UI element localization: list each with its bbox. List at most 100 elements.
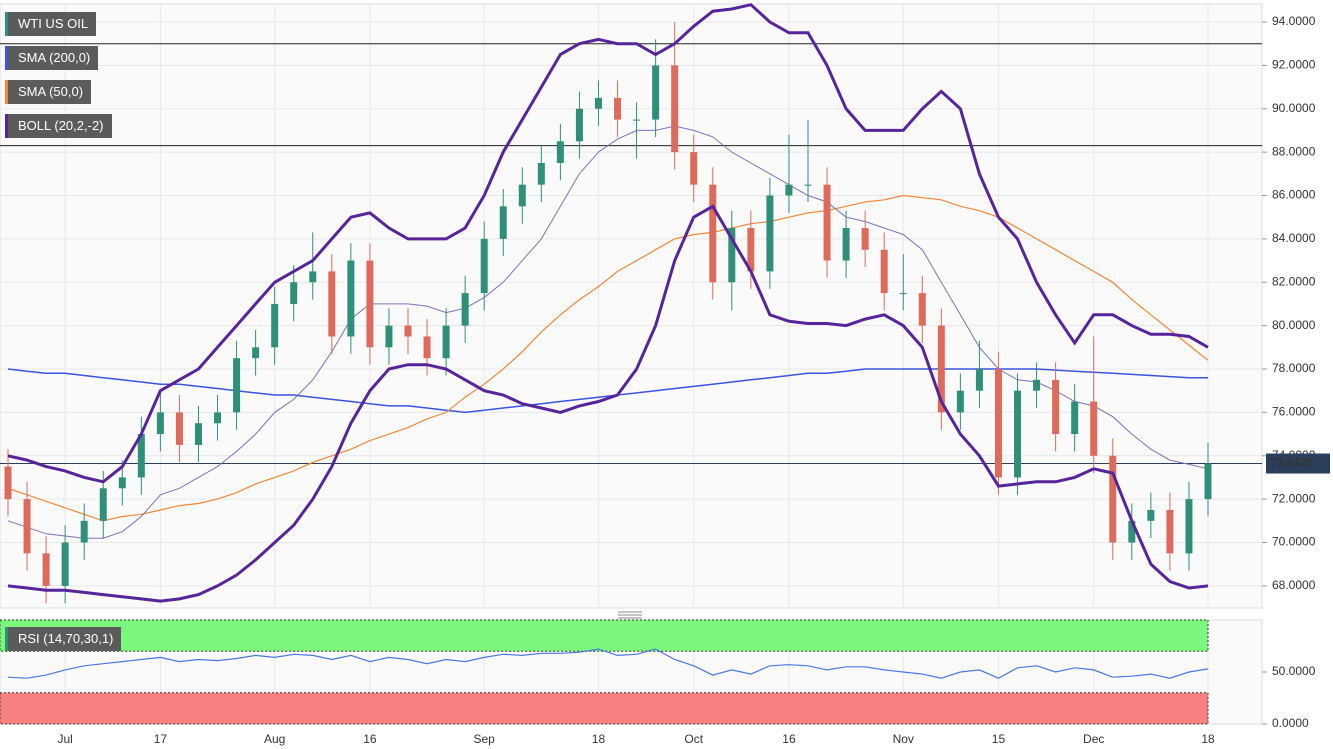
- candle-body: [575, 108, 583, 142]
- candle-body: [80, 520, 88, 543]
- sma50-line: [7, 194, 1209, 522]
- y-tick-label: 0.0000: [1272, 716, 1309, 730]
- candle-body: [99, 488, 107, 521]
- sma200-line: [7, 368, 1208, 414]
- candle-body: [709, 184, 717, 283]
- candle-body: [1071, 401, 1079, 435]
- x-tick-label: Aug: [264, 732, 285, 746]
- candle-body: [423, 336, 431, 359]
- candle-body: [633, 119, 641, 121]
- rsi-line: [7, 648, 1209, 679]
- candle-body: [480, 238, 488, 294]
- candle-body: [652, 65, 660, 120]
- legend-item[interactable]: RSI (14,70,30,1): [5, 627, 122, 651]
- x-tick-label: 18: [592, 732, 606, 746]
- y-tick-label: 86.0000: [1272, 188, 1316, 202]
- candle-body: [442, 325, 450, 359]
- candle-body: [537, 162, 545, 185]
- candle-body: [156, 412, 164, 435]
- y-tick-label: 82.0000: [1272, 274, 1316, 288]
- legend-item[interactable]: SMA (200,0): [5, 46, 99, 70]
- candle-body: [4, 466, 12, 500]
- x-tick-label: Jul: [57, 732, 72, 746]
- candle-body: [842, 228, 850, 261]
- x-tick-label: Dec: [1083, 732, 1104, 746]
- candle-body: [290, 282, 298, 304]
- boll-lower-line: [7, 204, 1209, 603]
- resize-handle[interactable]: [618, 611, 642, 619]
- candle-body: [1033, 379, 1041, 391]
- candle-body: [385, 325, 393, 348]
- y-tick-label: 88.0000: [1272, 144, 1316, 158]
- candle-body: [233, 358, 241, 413]
- legend-item[interactable]: WTI US OIL: [5, 12, 97, 36]
- y-tick-label: 70.0000: [1272, 535, 1316, 549]
- candle-body: [594, 97, 602, 109]
- candle-body: [271, 303, 279, 348]
- candle-body: [880, 249, 888, 294]
- x-tick-label: 18: [1201, 732, 1215, 746]
- candle-body: [252, 347, 260, 359]
- overbought-zone: [0, 619, 1209, 652]
- candle-body: [1128, 520, 1136, 543]
- x-tick-label: 17: [154, 732, 168, 746]
- y-tick-label: 76.0000: [1272, 405, 1316, 419]
- boll-mid-line: [7, 125, 1209, 539]
- candle-body: [956, 390, 964, 413]
- legend-item[interactable]: BOLL (20,2,-2): [5, 114, 112, 138]
- candle-body: [804, 184, 812, 186]
- y-tick-label: 50.0000: [1272, 664, 1316, 678]
- candle-body: [1185, 499, 1193, 554]
- candle-body: [347, 260, 355, 337]
- x-tick-label: Sep: [474, 732, 496, 746]
- candle-body: [61, 542, 69, 586]
- candle-body: [937, 325, 945, 413]
- candle-body: [614, 97, 622, 120]
- y-tick-label: 80.0000: [1272, 318, 1316, 332]
- candle-body: [975, 369, 983, 391]
- x-tick-label: 16: [782, 732, 796, 746]
- candle-body: [194, 423, 202, 445]
- last-price-tag: [1266, 453, 1330, 474]
- candle-body: [42, 553, 50, 586]
- candle-body: [499, 206, 507, 239]
- y-tick-label: 78.0000: [1272, 361, 1316, 375]
- candle-body: [23, 499, 31, 554]
- candle-body: [861, 228, 869, 250]
- candle-body: [1090, 401, 1098, 456]
- last-price-label: 73.6420: [1270, 456, 1314, 470]
- legend-item[interactable]: SMA (50,0): [5, 80, 92, 104]
- candle-body: [899, 293, 907, 295]
- x-tick-label: Oct: [684, 732, 703, 746]
- candle-body: [690, 152, 698, 185]
- candle-body: [366, 260, 374, 348]
- x-tick-label: 16: [363, 732, 377, 746]
- candle-body: [137, 434, 145, 478]
- candle-body: [1204, 463, 1212, 500]
- candle-body: [1052, 379, 1060, 435]
- oversold-zone: [0, 692, 1209, 725]
- candle-body: [214, 412, 222, 424]
- y-tick-label: 68.0000: [1272, 578, 1316, 592]
- candle-body: [328, 271, 336, 337]
- candle-body: [556, 141, 564, 163]
- candle-body: [1109, 455, 1117, 543]
- candle-body: [785, 184, 793, 196]
- candle-body: [728, 228, 736, 283]
- y-tick-label: 84.0000: [1272, 231, 1316, 245]
- candle-body: [747, 228, 755, 272]
- candle-body: [518, 184, 526, 207]
- price-plot-area: [0, 3, 1263, 609]
- candle-body: [1014, 390, 1022, 478]
- boll-upper-line: [7, 3, 1209, 484]
- candle-body: [766, 195, 774, 272]
- y-tick-label: 92.0000: [1272, 58, 1316, 72]
- candle-body: [175, 412, 183, 445]
- y-tick-label: 72.0000: [1272, 491, 1316, 505]
- candle-body: [461, 293, 469, 326]
- candle-body: [918, 293, 926, 326]
- y-tick-label: 94.0000: [1272, 14, 1316, 28]
- y-tick-label: 90.0000: [1272, 101, 1316, 115]
